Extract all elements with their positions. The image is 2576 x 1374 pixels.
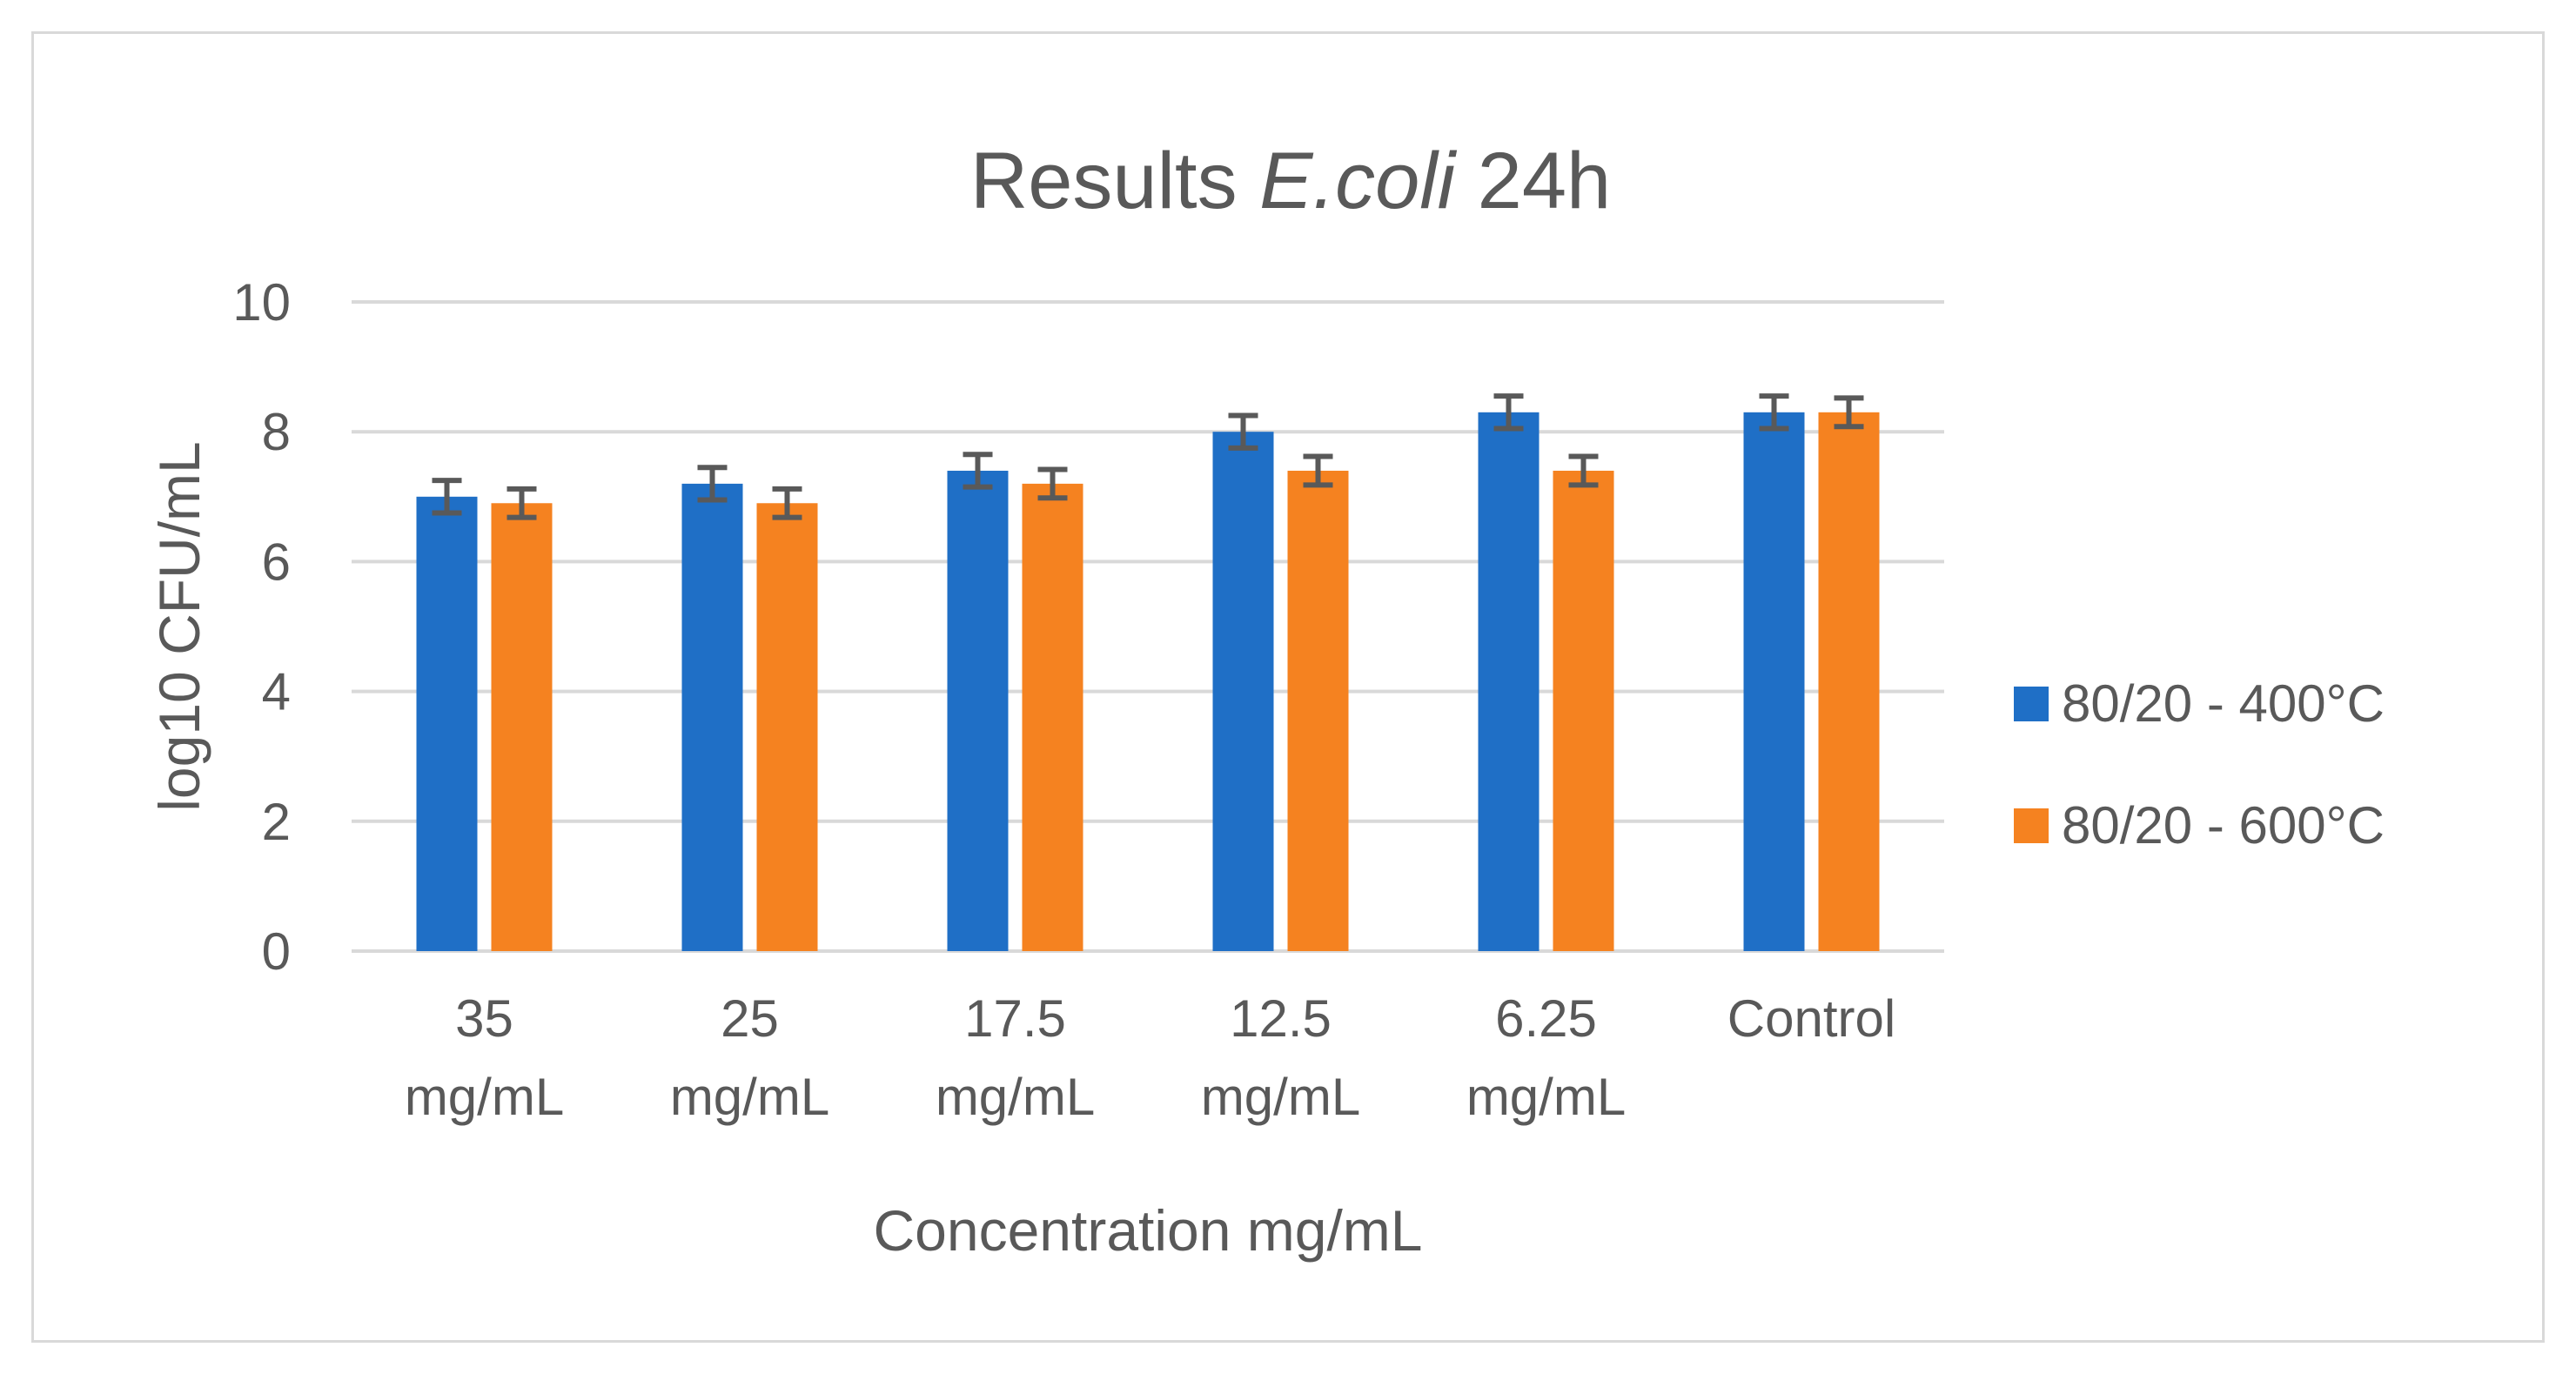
chart-frame: Results E.coli 24h 0 2 4 6 8 10 35 mg/mL 25 mg/m… (31, 31, 2545, 1343)
y-tick-label: 4 (262, 663, 291, 721)
x-tick-label: 17.5 mg/mL (936, 989, 1095, 1126)
legend-label: 80/20 - 400°C (2062, 674, 2385, 733)
error-bar-series1-cat5 (1493, 393, 1524, 432)
x-tick-label: 6.25 mg/mL (1466, 989, 1626, 1126)
x-tick-label: 12.5 mg/mL (1201, 989, 1360, 1126)
error-bar-series1-cat4 (1228, 412, 1258, 451)
y-tick-label: 2 (262, 793, 291, 851)
error-bar-series2-cat4 (1303, 453, 1333, 488)
bars (416, 412, 1880, 951)
legend: 80/20 - 400°C 80/20 - 600°C (2014, 674, 2385, 855)
legend-swatch (2014, 687, 2049, 721)
error-bar-series2-cat6 (1834, 395, 1864, 430)
bar-series1-cat1 (416, 496, 478, 951)
bar-series2-cat5 (1553, 470, 1614, 951)
y-tick-label: 10 (232, 273, 291, 332)
y-tick-label: 0 (262, 922, 291, 981)
error-bar-series2-cat5 (1568, 453, 1599, 488)
legend-item-1: 80/20 - 400°C (2014, 674, 2385, 733)
legend-item-2: 80/20 - 600°C (2014, 796, 2385, 855)
bar-series2-cat2 (756, 503, 818, 951)
legend-swatch (2014, 808, 2049, 843)
y-tick-label: 6 (262, 533, 291, 591)
error-bar-series1-cat1 (432, 478, 462, 516)
chart-title-italic: E.coli (1259, 137, 1458, 225)
bar-series1-cat4 (1212, 432, 1274, 951)
error-bar-series1-cat3 (963, 452, 993, 490)
y-tick-labels: 0 2 4 6 8 10 (232, 273, 291, 981)
bar-series2-cat4 (1287, 470, 1349, 951)
y-tick-label: 8 (262, 403, 291, 461)
error-bars (432, 393, 1864, 520)
error-bar-series1-cat6 (1759, 393, 1789, 432)
chart-title-suffix: 24h (1455, 137, 1611, 225)
legend-label: 80/20 - 600°C (2062, 796, 2385, 855)
bar-series1-cat6 (1743, 412, 1805, 951)
bar-series2-cat3 (1022, 483, 1083, 951)
bar-series1-cat5 (1478, 412, 1540, 951)
error-bar-series2-cat2 (772, 486, 802, 520)
chart-title: Results E.coli 24h (970, 137, 1611, 225)
bar-series1-cat3 (947, 470, 1009, 951)
x-tick-label: 25 mg/mL (670, 989, 829, 1126)
gridlines (352, 300, 1944, 953)
error-bar-series2-cat1 (506, 486, 537, 520)
x-axis-title: Concentration mg/mL (874, 1198, 1423, 1263)
x-tick-label: 35 mg/mL (405, 989, 564, 1126)
bar-chart: Results E.coli 24h 0 2 4 6 8 10 35 mg/mL 25 mg/m… (147, 137, 2385, 1263)
error-bar-series1-cat2 (697, 465, 728, 503)
bar-series2-cat1 (491, 503, 553, 951)
y-axis-title: log10 CFU/mL (147, 441, 211, 812)
bar-series2-cat6 (1818, 412, 1880, 951)
bar-series1-cat2 (681, 483, 743, 951)
x-tick-label: Control (1727, 989, 1895, 1048)
x-tick-labels: 35 mg/mL 25 mg/mL 17.5 mg/mL 12.5 mg/mL 6.25 mg/m… (405, 989, 1895, 1126)
chart-title-prefix: Results (970, 137, 1259, 225)
error-bar-series2-cat3 (1037, 466, 1068, 501)
